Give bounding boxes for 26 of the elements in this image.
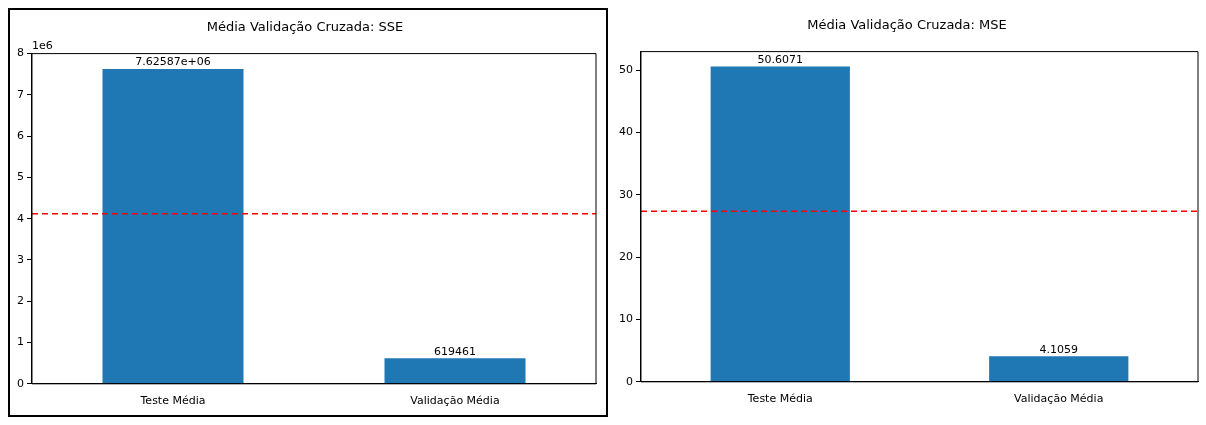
- y-tick-label: 8: [17, 46, 24, 60]
- data-label: 4.1059: [1039, 342, 1078, 356]
- y-tick-label: 2: [17, 294, 24, 308]
- annotation: 7.62587e+06: [135, 55, 211, 69]
- y-tick-label: 0: [17, 376, 24, 390]
- y-tick-label: 40: [619, 125, 633, 139]
- chart-title: Média Validação Cruzada: SSE: [206, 19, 404, 35]
- y-tick-label: 30: [619, 187, 633, 201]
- x-tick-label: Teste Média: [746, 392, 813, 406]
- x-tick-label: Teste Média: [139, 394, 206, 408]
- y-tick-label: 5: [17, 170, 24, 184]
- y-tick-label: 6: [17, 129, 24, 143]
- y-tick-label: 4: [17, 211, 24, 225]
- x-tick-label: Validação Média: [1014, 392, 1104, 406]
- x-tick-label: Validação Média: [410, 394, 500, 408]
- y-tick-label: 0: [626, 374, 633, 388]
- y-tick-label: 20: [619, 250, 633, 264]
- y-tick-label: 50: [619, 63, 633, 77]
- chart-title: Média Validação Cruzada: MSE: [807, 17, 1007, 33]
- y-tick-label: 10: [619, 312, 633, 326]
- y-tick-label: 1: [17, 335, 24, 349]
- text: 1e6: [32, 38, 53, 52]
- annotation: 619461: [434, 344, 476, 358]
- y-tick-label: 7: [17, 87, 24, 101]
- data-label: 50.6071: [757, 52, 803, 66]
- y-tick-label: 3: [17, 252, 24, 266]
